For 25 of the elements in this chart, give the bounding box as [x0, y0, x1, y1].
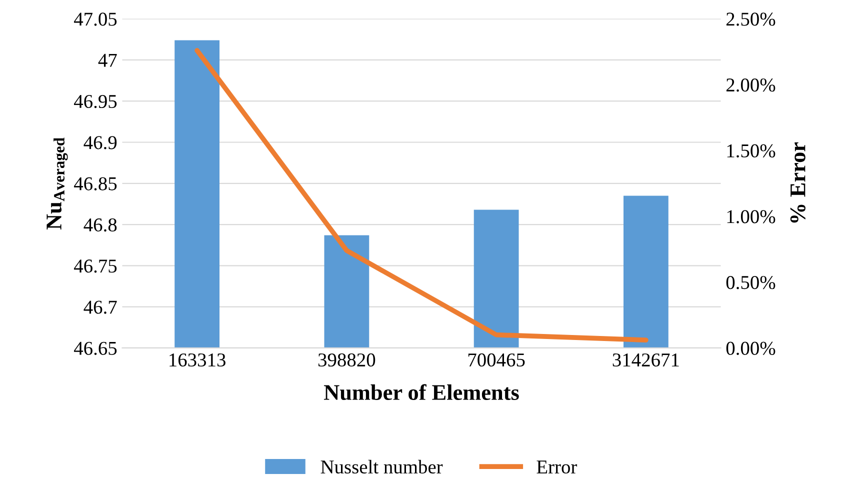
y-tick-label: 46.95	[74, 94, 117, 108]
y-tick-label: 46.75	[74, 260, 117, 273]
x-tick-label: 163313	[170, 353, 226, 367]
y2-tick-label: 1.00%	[727, 210, 776, 224]
x-axis-title: Number of Elements	[324, 384, 519, 400]
legend-label: Nusselt number	[320, 460, 443, 474]
y-tick-label: 46.65	[74, 342, 117, 356]
x-tick-label: 3142671	[612, 353, 679, 367]
y2-tick-label: 1.50%	[727, 144, 776, 158]
y-tick-label: 46.9	[84, 136, 117, 150]
y2-tick-label: 2.50%	[726, 12, 776, 26]
y-tick-label: 46.7	[84, 300, 117, 314]
y-tick-label: 47	[98, 54, 117, 67]
y-tick-label: 46.8	[84, 218, 117, 232]
y2-axis-title: % Error	[790, 142, 806, 223]
y2-tick-label: 2.00%	[726, 78, 776, 92]
y-axis-title: Nu$_{Averaged}$	[46, 138, 68, 230]
x-tick-label: 700465	[468, 353, 525, 367]
legend-label: Error	[536, 460, 578, 474]
y2-tick-label: 0.50%	[726, 276, 776, 290]
y-tick-label: 46.85	[74, 177, 117, 190]
y-tick-label: 47.05	[74, 12, 117, 26]
y2-tick-label: 0.00%	[726, 342, 776, 356]
x-tick-label: 398820	[318, 353, 376, 367]
line-series	[194, 48, 648, 343]
